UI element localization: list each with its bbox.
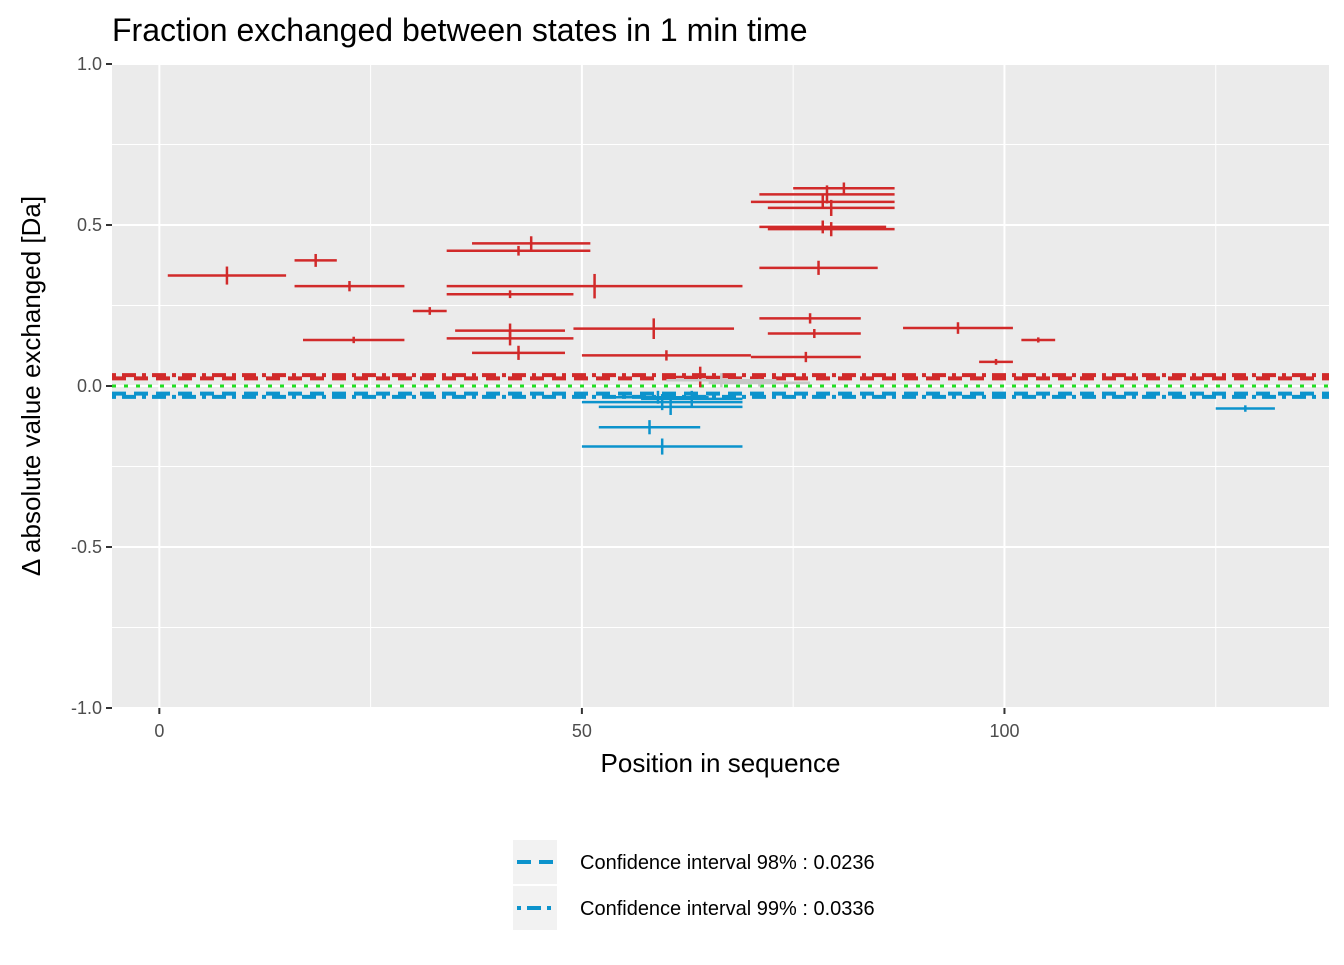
y-tick-label: 0.5: [77, 215, 102, 235]
confidence-lines: [112, 373, 1329, 399]
data-segments: [167, 182, 1275, 455]
legend-label-98: Confidence interval 98% : 0.0236: [580, 852, 875, 874]
y-tick-label: 1.0: [77, 54, 102, 74]
y-axis-title: Δ absolute value exchanged [Da]: [16, 196, 46, 576]
grid-major: [112, 63, 1329, 709]
x-tick-label: 100: [989, 721, 1019, 741]
y-tick-label: -0.5: [71, 537, 102, 557]
legend: Confidence interval 98% : 0.0236 Confide…: [513, 840, 875, 930]
x-axis-title: Position in sequence: [601, 748, 841, 778]
y-tick-label: -1.0: [71, 698, 102, 718]
x-tick-label: 0: [154, 721, 164, 741]
chart-title: Fraction exchanged between states in 1 m…: [112, 12, 807, 48]
legend-label-99: Confidence interval 99% : 0.0336: [580, 898, 875, 920]
y-tick-label: 0.0: [77, 376, 102, 396]
x-tick-label: 50: [572, 721, 592, 741]
axes: 0 50 100 -1.0 -0.5 0.0 0.5 1.0: [71, 54, 1020, 741]
